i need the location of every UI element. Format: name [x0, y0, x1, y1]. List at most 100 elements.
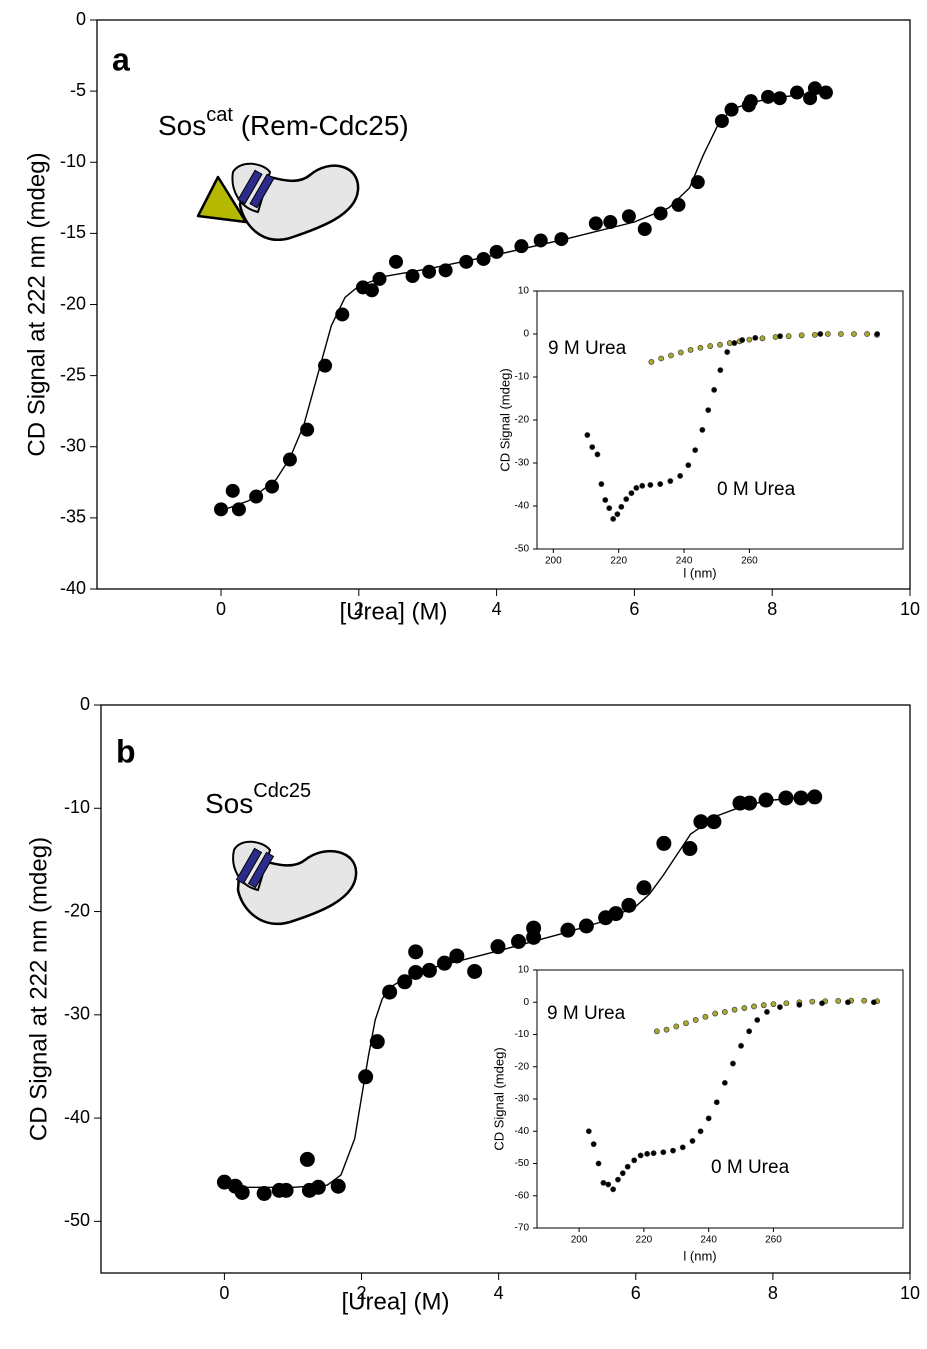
data-point — [628, 490, 635, 496]
data-point — [560, 922, 576, 938]
data-point — [623, 496, 630, 503]
data-point — [619, 1170, 626, 1177]
data-point — [861, 997, 868, 1004]
data-point — [752, 334, 759, 341]
data-point — [764, 1009, 770, 1015]
y-tick-label: -30 — [515, 1094, 530, 1105]
data-point — [265, 479, 280, 494]
inset-background — [537, 291, 903, 549]
data-point — [683, 1020, 689, 1027]
x-tick-label: 240 — [700, 1235, 717, 1246]
data-point — [476, 251, 491, 266]
data-point — [692, 1017, 699, 1023]
protein-label: SosCdc25 — [205, 780, 311, 819]
data-point — [621, 209, 636, 224]
data-point — [585, 1128, 592, 1135]
data-point — [817, 331, 824, 337]
data-point — [606, 505, 613, 512]
data-point — [874, 331, 881, 337]
y-tick-label: 0 — [523, 997, 529, 1008]
data-point — [657, 481, 664, 487]
data-point — [705, 407, 712, 414]
y-tick-label: -15 — [60, 222, 86, 242]
data-point — [489, 244, 504, 259]
data-point — [673, 1023, 680, 1030]
data-point — [717, 367, 724, 374]
data-point — [702, 1013, 709, 1020]
data-point — [668, 352, 674, 359]
protein-cartoon — [196, 162, 360, 241]
y-tick-label: -30 — [64, 1004, 90, 1024]
data-point — [705, 1115, 712, 1122]
y-tick-label: -5 — [70, 80, 86, 100]
data-point — [811, 331, 818, 338]
data-point — [364, 283, 379, 298]
x-tick-label: 10 — [900, 599, 920, 619]
data-point — [256, 1185, 272, 1201]
y-tick-label: -20 — [515, 415, 530, 426]
x-tick-label: 4 — [494, 1283, 504, 1303]
data-point — [845, 999, 851, 1006]
data-point — [807, 81, 822, 96]
data-point — [299, 1151, 315, 1167]
x-tick-label: 4 — [492, 599, 502, 619]
data-point — [588, 216, 603, 231]
x-tick-label: 200 — [545, 556, 562, 567]
protein-name: Sos — [205, 788, 253, 819]
data-point — [746, 336, 753, 343]
data-point — [449, 948, 465, 964]
data-point — [731, 1006, 738, 1013]
y-tick-label: -40 — [515, 501, 530, 512]
data-point — [742, 795, 758, 811]
y-tick-label: -70 — [515, 1223, 530, 1234]
data-point — [697, 344, 704, 351]
data-point — [864, 331, 870, 337]
data-point — [689, 1138, 696, 1144]
y-tick-label: -50 — [515, 1158, 530, 1169]
data-point — [614, 511, 621, 518]
x-tick-label: 240 — [676, 556, 693, 567]
data-point — [633, 485, 640, 491]
y-tick-label: -40 — [515, 1126, 530, 1137]
x-axis-label: [Urea] (M) — [342, 1288, 450, 1315]
x-tick-label: 10 — [900, 1283, 920, 1303]
data-point — [687, 347, 694, 353]
data-point — [598, 481, 605, 487]
data-point — [526, 929, 542, 945]
y-tick-label: -35 — [60, 507, 86, 527]
data-point — [656, 835, 672, 851]
plot-frame — [100, 704, 911, 1274]
data-point — [690, 175, 705, 190]
data-point — [631, 1157, 638, 1164]
x-tick-label: 2 — [357, 1283, 367, 1303]
data-point — [699, 426, 706, 433]
y-tick-label: -30 — [60, 436, 86, 456]
data-point — [777, 1004, 783, 1010]
data-point — [624, 1163, 631, 1170]
data-point — [838, 331, 844, 337]
x-tick-label: 260 — [765, 1235, 782, 1246]
inset-background — [537, 970, 903, 1228]
data-point — [777, 333, 784, 340]
y-tick-label: -50 — [64, 1210, 90, 1230]
data-point — [389, 254, 404, 269]
data-point — [660, 1149, 667, 1156]
data-point — [677, 349, 684, 356]
data-point — [807, 789, 823, 805]
y-tick-label: -20 — [60, 293, 86, 313]
data-point — [796, 1001, 803, 1008]
data-point — [783, 1000, 790, 1007]
data-point — [234, 1184, 250, 1200]
data-point — [636, 880, 652, 896]
data-point — [758, 792, 774, 808]
data-point — [590, 1141, 597, 1148]
data-point — [738, 1042, 744, 1049]
data-point — [610, 1186, 617, 1193]
data-point — [697, 1128, 704, 1135]
data-point — [819, 1000, 825, 1007]
data-point — [679, 1144, 686, 1151]
data-point — [671, 197, 686, 212]
data-point — [717, 341, 723, 348]
y-axis-label: CD Signal at 222 nm (mdeg) — [25, 837, 52, 1141]
data-point — [658, 355, 665, 362]
